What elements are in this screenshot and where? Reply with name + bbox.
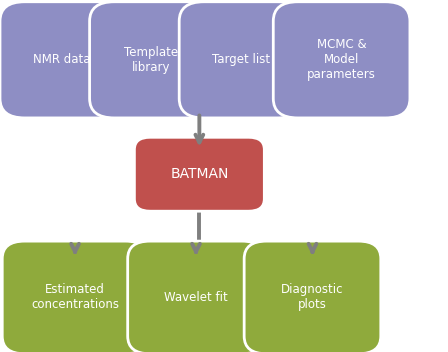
FancyBboxPatch shape <box>2 241 148 352</box>
Text: MCMC &
Model
parameters: MCMC & Model parameters <box>307 38 376 81</box>
Text: NMR data: NMR data <box>33 54 90 66</box>
Text: BATMAN: BATMAN <box>170 167 228 181</box>
FancyBboxPatch shape <box>244 241 381 352</box>
FancyBboxPatch shape <box>0 2 123 118</box>
FancyBboxPatch shape <box>128 241 264 352</box>
FancyBboxPatch shape <box>179 2 302 118</box>
FancyBboxPatch shape <box>273 2 410 118</box>
Text: Estimated
concentrations: Estimated concentrations <box>31 283 119 312</box>
Text: Target list: Target list <box>212 54 270 66</box>
FancyBboxPatch shape <box>90 2 213 118</box>
Text: Template
library: Template library <box>124 46 178 74</box>
FancyBboxPatch shape <box>134 137 264 211</box>
Text: Wavelet fit: Wavelet fit <box>164 291 228 304</box>
Text: Diagnostic
plots: Diagnostic plots <box>281 283 344 312</box>
